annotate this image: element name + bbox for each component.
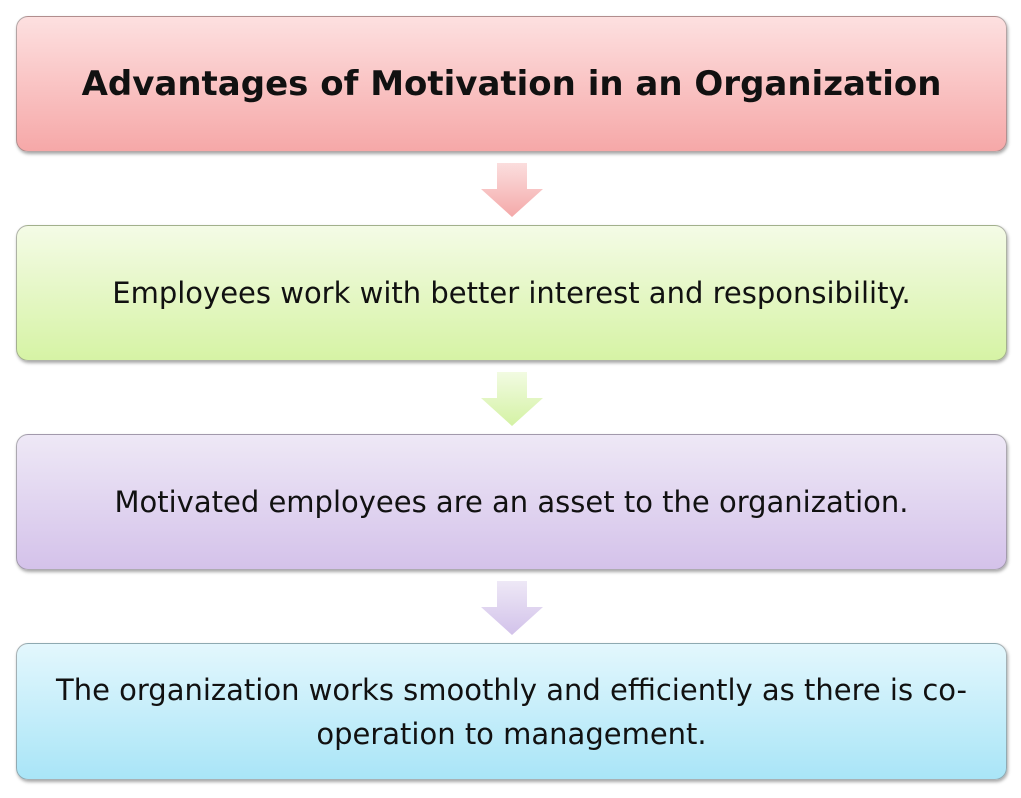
step-text-2: Motivated employees are an asset to the … (114, 485, 909, 519)
step-box-2: Motivated employees are an asset to the … (16, 434, 1007, 570)
down-arrow-icon (481, 372, 543, 426)
step-text-1: Employees work with better interest and … (112, 276, 911, 310)
step-text-3: The organization works smoothly and effi… (55, 672, 968, 751)
diagram-title: Advantages of Motivation in an Organizat… (81, 64, 942, 104)
step-box-3: The organization works smoothly and effi… (16, 643, 1007, 780)
step-box-1: Employees work with better interest and … (16, 225, 1007, 361)
down-arrow-icon (481, 581, 543, 635)
down-arrow-icon (481, 163, 543, 217)
title-box: Advantages of Motivation in an Organizat… (16, 16, 1007, 152)
